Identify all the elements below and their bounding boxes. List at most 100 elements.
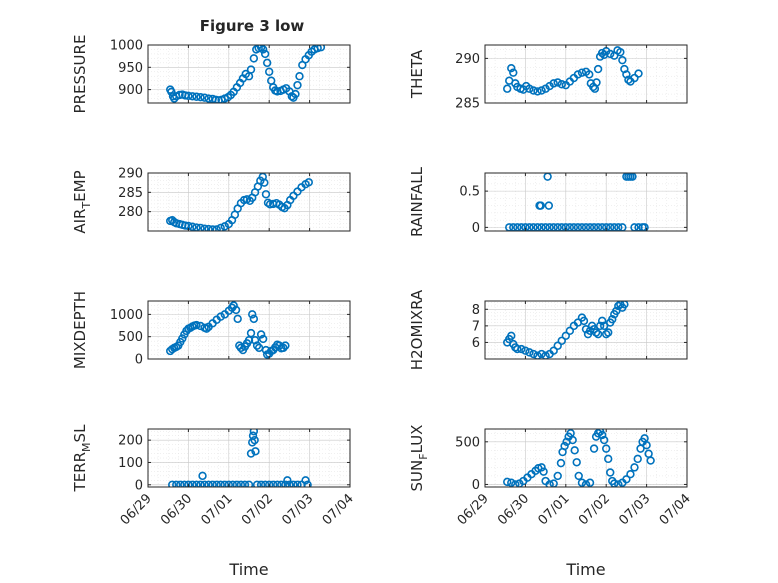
data-point: [250, 435, 259, 445]
data-point: [180, 480, 189, 487]
subplot-h2omixra: 6 78 H2OMIXRA: [408, 289, 688, 370]
data-point: [553, 341, 562, 350]
data-point: [188, 222, 197, 231]
data-point: [208, 225, 217, 231]
data-point: [599, 435, 609, 445]
data-point: [503, 84, 512, 93]
y-tick-label: 6: [472, 336, 480, 351]
data-point: [593, 429, 603, 438]
data-point: [265, 480, 274, 487]
data-point: [196, 92, 205, 102]
data-point: [246, 65, 256, 74]
x-axis-label: Time: [228, 560, 268, 579]
data-point: [545, 480, 554, 487]
data-point: [557, 80, 566, 89]
data-point: [285, 480, 294, 487]
data-point: [216, 480, 225, 487]
data-point: [572, 458, 581, 467]
figure-title: Figure 3 low: [200, 17, 305, 35]
data-point: [224, 480, 233, 487]
data-series: [503, 301, 629, 359]
data-point: [246, 449, 256, 458]
axes-frame: [147, 300, 351, 360]
data-point: [557, 336, 566, 345]
data-point: [204, 480, 213, 487]
data-point: [263, 198, 273, 207]
data-point: [200, 224, 209, 231]
data-point: [192, 92, 201, 101]
data-point: [283, 476, 292, 485]
axes-frame: [147, 44, 351, 104]
data-point: [595, 321, 605, 331]
axes-frame: [484, 300, 688, 360]
data-point: [231, 305, 241, 315]
data-point: [260, 49, 270, 59]
y-axis-label: THETA: [408, 49, 426, 99]
data-point: [601, 444, 611, 453]
data-point: [577, 478, 587, 487]
data-point: [574, 471, 583, 481]
data-point: [618, 55, 627, 65]
y-tick-label: 500: [118, 330, 143, 345]
data-point: [196, 223, 205, 231]
y-tick-label: 285: [455, 97, 480, 112]
data-point: [204, 224, 213, 231]
data-point: [513, 344, 522, 354]
data-point: [541, 351, 550, 359]
data-point: [202, 324, 211, 333]
data-point: [604, 454, 613, 464]
data-point: [256, 330, 266, 339]
data-point: [220, 480, 229, 487]
data-series: [166, 301, 290, 359]
data-point: [597, 316, 607, 326]
x-tick-label: 07/01: [199, 491, 236, 528]
data-point: [597, 48, 607, 58]
axes-frame: [147, 428, 351, 488]
data-point: [509, 68, 518, 77]
data-point: [281, 480, 290, 487]
data-point: [200, 93, 209, 102]
subplot-mixdepth: 0 500 1000 MIXDEPTH: [71, 291, 351, 369]
data-point: [244, 480, 254, 487]
data-point: [313, 45, 322, 53]
data-point: [646, 456, 655, 465]
data-point: [254, 45, 263, 53]
y-tick-label: 0: [135, 478, 143, 493]
data-point: [536, 201, 545, 210]
subplot-theta: 285 290 THETA: [408, 44, 688, 112]
data-point: [301, 476, 310, 485]
x-tick-label: 07/04: [657, 491, 694, 528]
data-point: [251, 447, 260, 456]
data-point: [592, 78, 601, 87]
data-point: [503, 477, 512, 487]
data-series: [503, 46, 643, 96]
data-point: [606, 49, 615, 59]
data-point: [192, 320, 201, 330]
data-point: [525, 348, 534, 357]
data-point: [579, 316, 589, 326]
data-point: [188, 480, 197, 487]
data-point: [585, 478, 595, 487]
data-point: [568, 435, 577, 445]
data-point: [262, 58, 272, 68]
data-point: [599, 321, 609, 331]
data-point: [208, 480, 217, 487]
data-series: [166, 45, 326, 103]
subplot-pressure: 900 950 1000 PRESSURE: [71, 35, 351, 113]
data-point: [279, 343, 288, 353]
data-point: [252, 341, 262, 350]
x-axis-label: Time: [565, 560, 605, 579]
data-point: [573, 70, 583, 79]
x-tick-label: 07/03: [616, 491, 653, 528]
y-tick-label: 900: [118, 83, 143, 98]
data-point: [533, 351, 542, 359]
data-point: [634, 69, 643, 78]
data-point: [304, 178, 313, 187]
y-tick-label: 500: [455, 435, 480, 450]
data-point: [277, 480, 286, 487]
data-point: [521, 346, 530, 355]
data-point: [581, 480, 591, 487]
data-point: [533, 87, 542, 96]
y-tick-label: 0.5: [459, 185, 480, 200]
